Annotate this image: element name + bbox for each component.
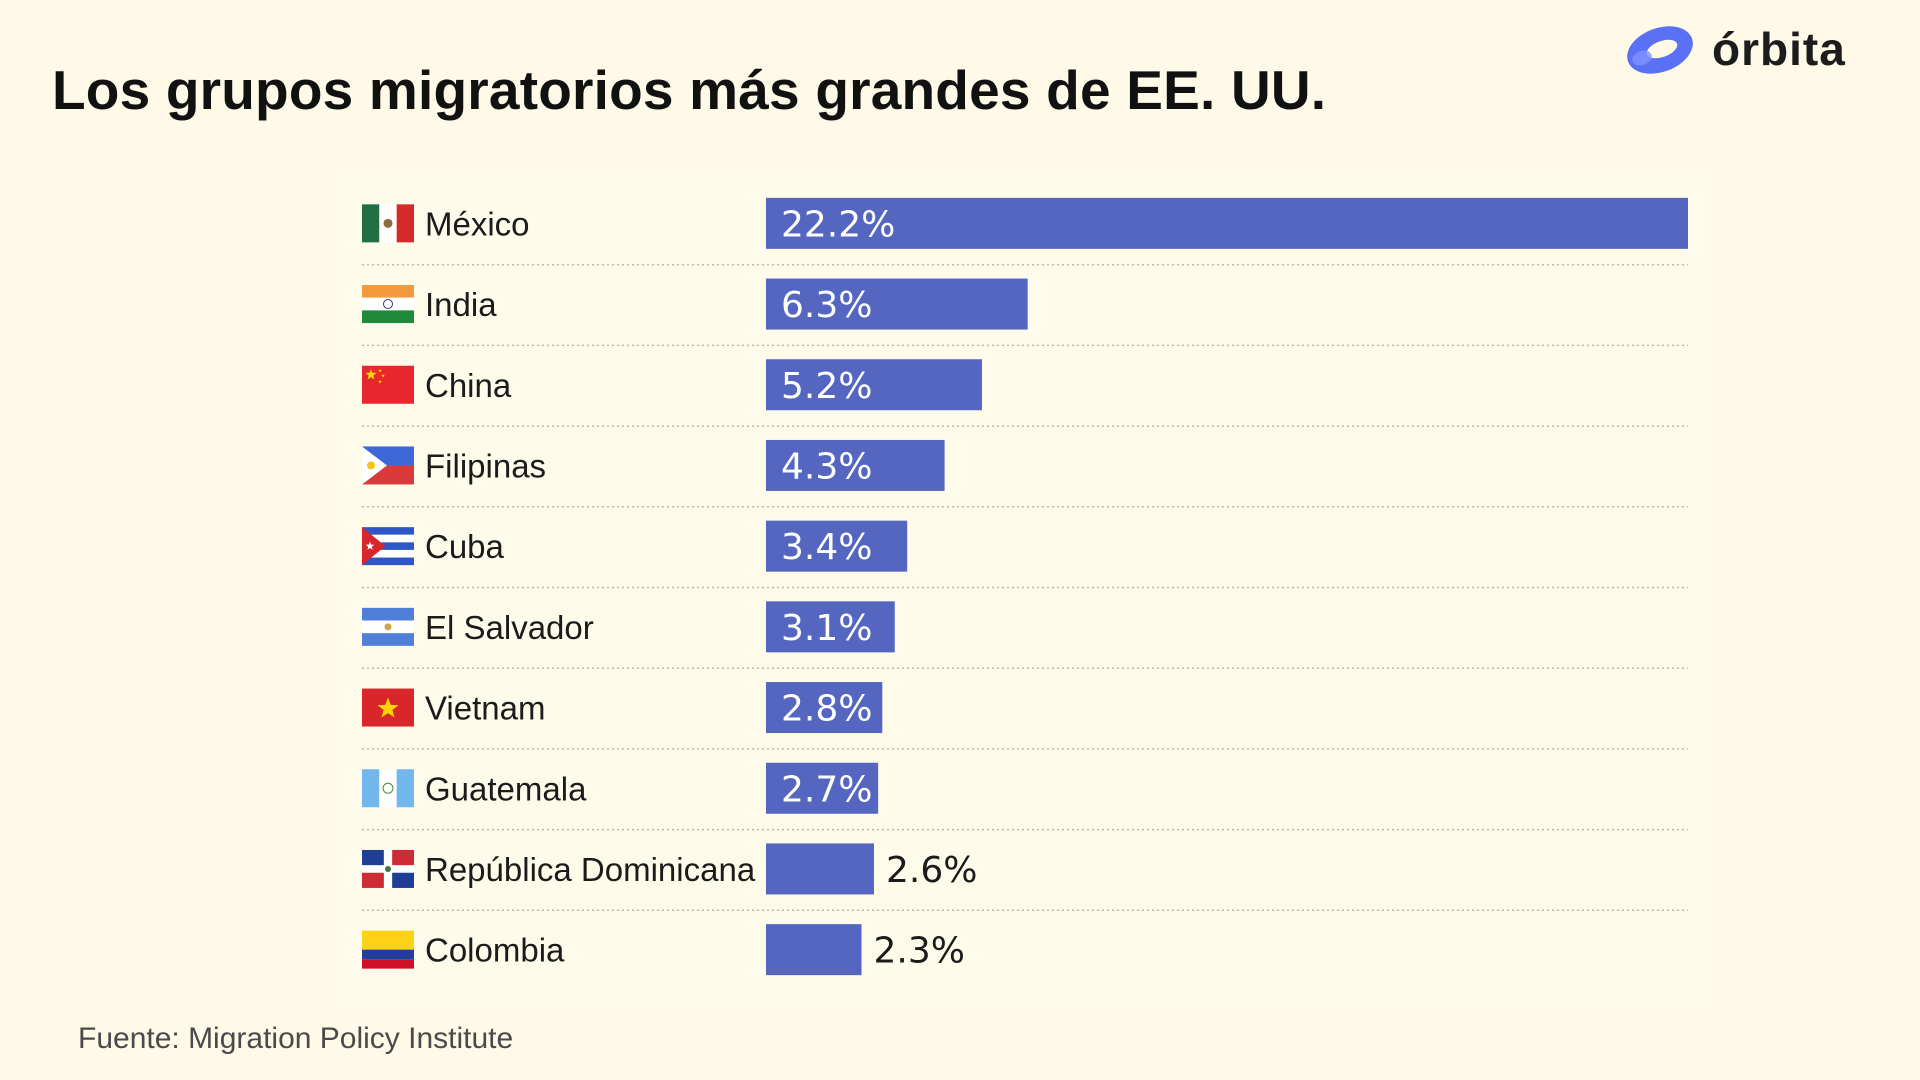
chart-title: Los grupos migratorios más grandes de EE…: [52, 59, 1327, 121]
brand-name: órbita: [1712, 23, 1846, 75]
category-label: Cuba: [425, 528, 505, 565]
value-label: 2.6%: [886, 850, 977, 891]
value-label: 5.2%: [781, 366, 872, 407]
bar: [766, 520, 908, 572]
value-label: 3.4%: [781, 527, 872, 568]
india-flag-icon: [362, 285, 414, 324]
bar: [766, 762, 879, 814]
guatemala-flag-icon: [362, 769, 414, 808]
bar: [766, 197, 1688, 249]
mexico-flag-icon: [362, 204, 414, 243]
bar: [766, 843, 874, 895]
category-label: República Dominicana: [425, 851, 756, 888]
vietnam-flag-icon: [362, 688, 414, 727]
bar: [766, 359, 982, 411]
value-label: 4.3%: [781, 446, 872, 487]
value-label: 3.1%: [781, 608, 872, 649]
category-label: El Salvador: [425, 609, 594, 646]
category-label: Filipinas: [425, 447, 546, 484]
colombia-flag-icon: [362, 930, 414, 969]
el-salvador-flag-icon: [362, 607, 414, 646]
bar: [766, 682, 883, 734]
bar: [766, 601, 895, 653]
value-label: 2.3%: [874, 931, 965, 972]
category-label: China: [425, 367, 512, 404]
brand-logo: órbita: [1622, 18, 1862, 84]
category-label: México: [425, 205, 530, 242]
category-label: Colombia: [425, 932, 565, 969]
value-label: 2.7%: [781, 769, 872, 810]
value-label: 22.2%: [781, 204, 895, 245]
category-label: Guatemala: [425, 770, 587, 807]
bar: [766, 924, 862, 976]
value-label: 2.8%: [781, 689, 872, 730]
source-note: Fuente: Migration Policy Institute: [78, 1022, 514, 1055]
bar-chart: México 22.2% India 6.3% China 5.2% Filipinas 4.…: [362, 197, 1688, 976]
value-label: 6.3%: [781, 285, 872, 326]
bar: [766, 278, 1028, 330]
category-label: Vietnam: [425, 690, 545, 727]
chart-panel: México 22.2% India 6.3% China 5.2% Filipinas 4.…: [340, 168, 1710, 1008]
dominican-republic-flag-icon: [362, 849, 414, 888]
china-flag-icon: [362, 365, 414, 404]
bar: [766, 439, 945, 491]
cuba-flag-icon: [362, 527, 414, 566]
orbit-ring-icon: [1627, 26, 1693, 74]
philippines-flag-icon: [362, 446, 414, 485]
category-label: India: [425, 286, 497, 323]
